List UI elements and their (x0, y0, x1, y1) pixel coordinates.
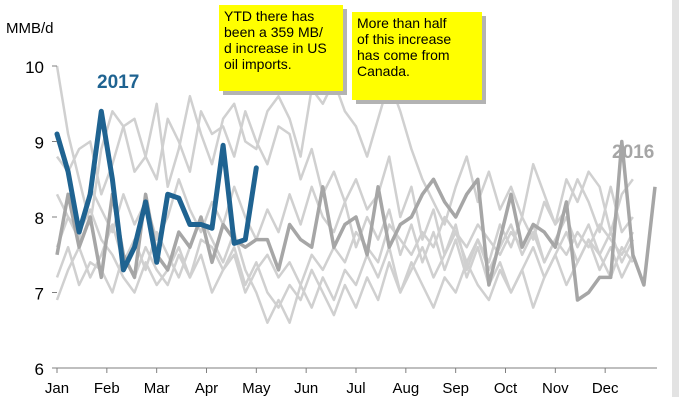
x-tick-label: Jan (45, 380, 69, 397)
y-tick-label: 8 (35, 209, 44, 228)
x-tick-label: Nov (542, 380, 569, 397)
x-tick-label: Mar (144, 380, 170, 397)
x-tick-label: Oct (494, 380, 518, 397)
historical-series-line-2 (55, 110, 634, 272)
historical-series-line-3 (55, 215, 635, 294)
x-tick-label: Dec (592, 380, 619, 397)
x-tick-label: Feb (94, 380, 120, 397)
series-label-2016: 2016 (612, 142, 654, 163)
x-tick-label: Aug (392, 380, 419, 397)
annotation-imports: YTD there has been a 359 MB/ d increase … (219, 5, 343, 91)
y-tick-label: 10 (25, 58, 44, 77)
historical-series-line-5 (55, 193, 635, 317)
x-tick-label: May (242, 380, 271, 397)
y-tick-label: 7 (35, 285, 44, 304)
series-line-2017 (54, 108, 259, 273)
annotation-canada: More than half of this increase has come… (352, 12, 482, 100)
x-tick-label: Sep (442, 380, 469, 397)
y-tick-label: 9 (35, 134, 44, 153)
x-tick-label: Jun (294, 380, 318, 397)
historical-series-line-1 (55, 65, 634, 234)
y-axis-label: MMB/d (6, 20, 54, 37)
y-tick-label: 6 (35, 360, 44, 379)
x-tick-label: Jul (346, 380, 365, 397)
x-tick-label: Apr (195, 380, 218, 397)
series-label-2017: 2017 (97, 72, 139, 93)
